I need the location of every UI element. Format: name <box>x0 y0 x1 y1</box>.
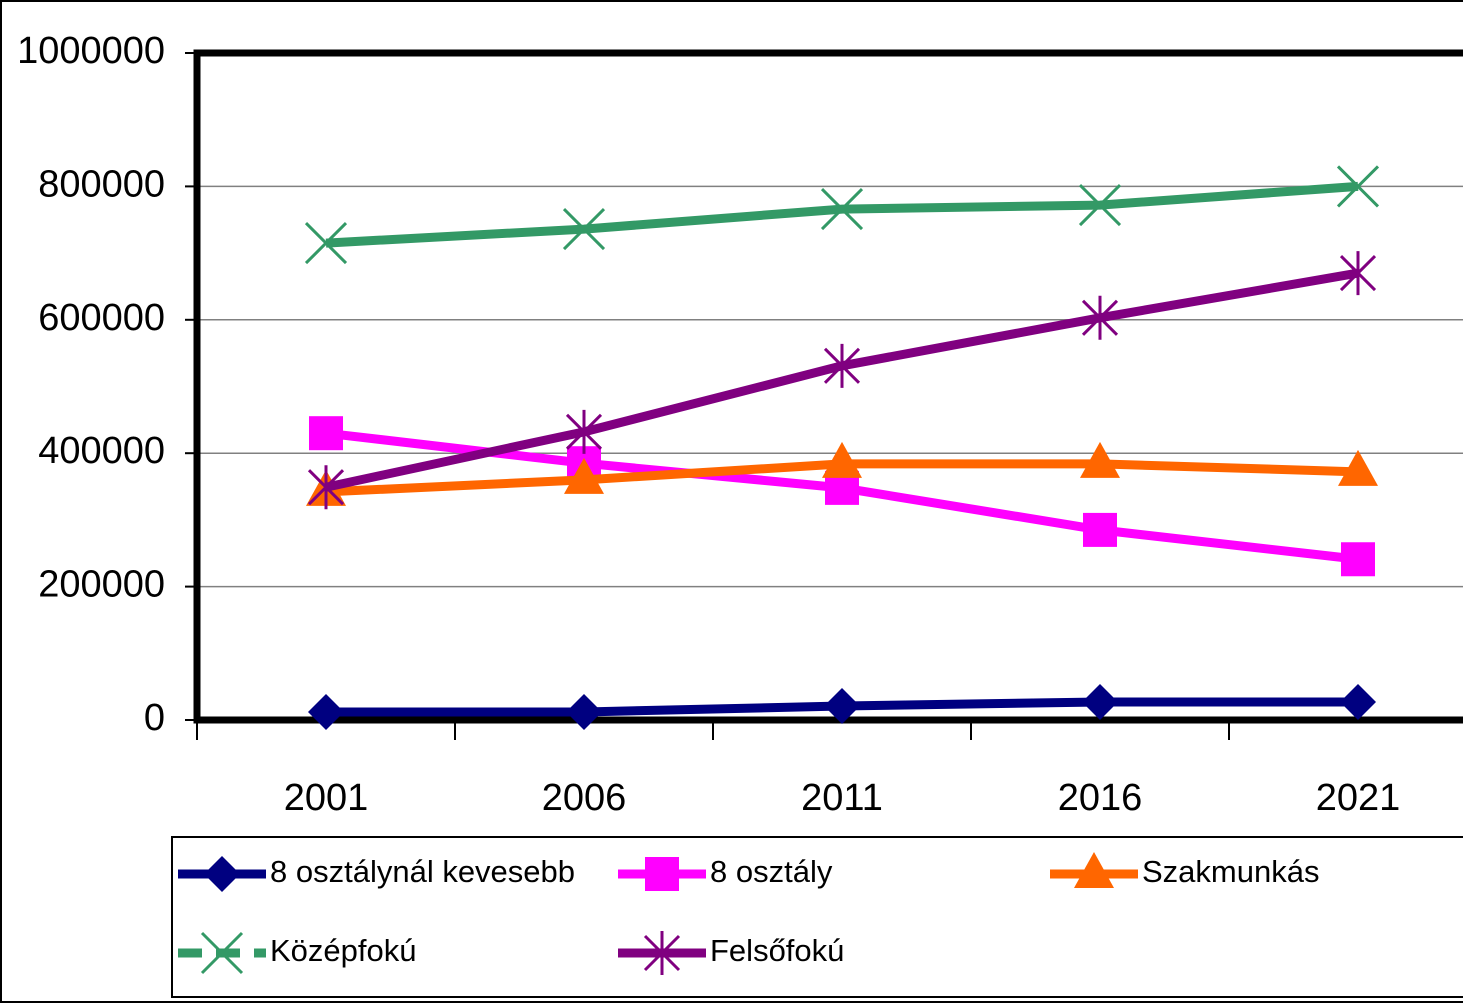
marker <box>562 208 606 251</box>
marker <box>308 693 344 730</box>
legend-box <box>171 836 1463 998</box>
legend-label: Felsőfokú <box>710 933 844 968</box>
x-tick-label: 2001 <box>284 777 369 819</box>
y-tick-label: 400000 <box>38 430 165 472</box>
marker <box>204 856 240 892</box>
series-line <box>325 181 1359 248</box>
marker <box>1341 542 1375 577</box>
marker <box>1083 512 1117 547</box>
marker <box>1080 441 1120 478</box>
x-tick-label: 2011 <box>801 777 883 819</box>
marker <box>820 188 864 231</box>
marker <box>307 465 345 510</box>
y-tick-label: 200000 <box>38 564 165 606</box>
marker <box>1078 184 1122 227</box>
marker <box>1339 251 1377 296</box>
marker <box>822 441 862 478</box>
marker <box>566 693 602 730</box>
marker <box>565 409 603 454</box>
marker <box>304 222 348 265</box>
marker <box>1336 165 1380 208</box>
x-tick-label: 2021 <box>1316 777 1401 819</box>
legend-label: 8 osztálynál kevesebb <box>270 854 575 889</box>
y-tick-label: 600000 <box>38 297 165 339</box>
marker <box>1340 683 1376 720</box>
marker <box>1081 295 1119 340</box>
y-tick-label: 800000 <box>38 163 165 205</box>
marker <box>564 457 604 494</box>
marker <box>823 343 861 388</box>
legend-label: Középfokú <box>270 933 417 968</box>
marker <box>1074 852 1114 888</box>
marker <box>643 931 681 975</box>
x-tick-label: 2006 <box>542 777 627 819</box>
marker <box>1338 449 1378 486</box>
x-tick-label: 2016 <box>1058 777 1143 819</box>
y-tick-label: 1000000 <box>17 30 165 72</box>
plot-border <box>193 49 1463 724</box>
marker <box>1082 683 1118 720</box>
marker <box>645 857 679 891</box>
marker <box>824 687 860 724</box>
legend-label: 8 osztály <box>710 854 833 889</box>
marker <box>200 931 244 975</box>
legend-label: Szakmunkás <box>1142 854 1319 889</box>
y-tick-label: 0 <box>144 697 165 739</box>
marker <box>309 416 343 451</box>
